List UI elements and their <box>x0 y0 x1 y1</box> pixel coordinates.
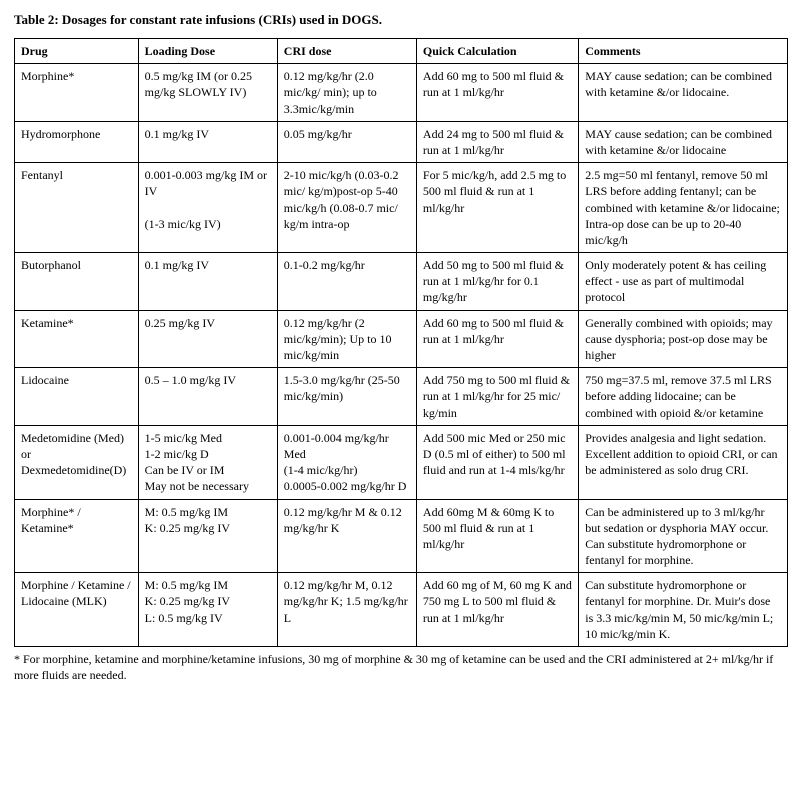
table-row: Medetomidine (Med) or Dexmedetomidine(D)… <box>15 425 788 499</box>
table-row: Morphine* / Ketamine*M: 0.5 mg/kg IM K: … <box>15 499 788 573</box>
cell-comments: Generally combined with opioids; may cau… <box>579 310 788 368</box>
col-loading: Loading Dose <box>138 39 277 64</box>
table-row: Butorphanol0.1 mg/kg IV0.1-0.2 mg/kg/hrA… <box>15 253 788 311</box>
col-cri: CRI dose <box>277 39 416 64</box>
cell-comments: MAY cause sedation; can be combined with… <box>579 64 788 122</box>
cell-cri: 0.12 mg/kg/hr (2.0 mic/kg/ min); up to 3… <box>277 64 416 122</box>
cell-loading: 0.1 mg/kg IV <box>138 253 277 311</box>
table-row: Morphine / Ketamine / Lidocaine (MLK)M: … <box>15 573 788 647</box>
cell-comments: 2.5 mg=50 ml fentanyl, remove 50 ml LRS … <box>579 163 788 253</box>
cell-loading: M: 0.5 mg/kg IM K: 0.25 mg/kg IV <box>138 499 277 573</box>
cell-quick: Add 60 mg to 500 ml fluid & run at 1 ml/… <box>416 64 578 122</box>
cell-quick: For 5 mic/kg/h, add 2.5 mg to 500 ml flu… <box>416 163 578 253</box>
table-title: Table 2: Dosages for constant rate infus… <box>14 12 788 28</box>
cell-loading: 0.1 mg/kg IV <box>138 121 277 162</box>
cell-loading: M: 0.5 mg/kg IM K: 0.25 mg/kg IV L: 0.5 … <box>138 573 277 647</box>
cell-quick: Add 60 mg to 500 ml fluid & run at 1 ml/… <box>416 310 578 368</box>
cell-loading: 0.25 mg/kg IV <box>138 310 277 368</box>
cell-cri: 0.12 mg/kg/hr (2 mic/kg/min); Up to 10 m… <box>277 310 416 368</box>
cell-quick: Add 24 mg to 500 ml fluid & run at 1 ml/… <box>416 121 578 162</box>
cell-cri: 0.001-0.004 mg/kg/hr Med (1-4 mic/kg/hr)… <box>277 425 416 499</box>
cell-drug: Morphine / Ketamine / Lidocaine (MLK) <box>15 573 139 647</box>
cell-drug: Morphine* <box>15 64 139 122</box>
cell-loading: 0.001-0.003 mg/kg IM or IV (1-3 mic/kg I… <box>138 163 277 253</box>
cell-comments: Can be administered up to 3 ml/kg/hr but… <box>579 499 788 573</box>
cell-drug: Butorphanol <box>15 253 139 311</box>
cell-loading: 1-5 mic/kg Med 1-2 mic/kg D Can be IV or… <box>138 425 277 499</box>
footnote: * For morphine, ketamine and morphine/ke… <box>14 651 788 683</box>
cell-drug: Ketamine* <box>15 310 139 368</box>
dosage-table: Drug Loading Dose CRI dose Quick Calcula… <box>14 38 788 647</box>
cell-drug: Fentanyl <box>15 163 139 253</box>
cell-cri: 0.1-0.2 mg/kg/hr <box>277 253 416 311</box>
cell-cri: 0.12 mg/kg/hr M, 0.12 mg/kg/hr K; 1.5 mg… <box>277 573 416 647</box>
cell-cri: 2-10 mic/kg/h (0.03-0.2 mic/ kg/m)post-o… <box>277 163 416 253</box>
cell-comments: MAY cause sedation; can be combined with… <box>579 121 788 162</box>
cell-drug: Lidocaine <box>15 368 139 426</box>
col-quick: Quick Calculation <box>416 39 578 64</box>
cell-drug: Morphine* / Ketamine* <box>15 499 139 573</box>
table-row: Ketamine*0.25 mg/kg IV0.12 mg/kg/hr (2 m… <box>15 310 788 368</box>
cell-quick: Add 500 mic Med or 250 mic D (0.5 ml of … <box>416 425 578 499</box>
cell-quick: Add 60 mg of M, 60 mg K and 750 mg L to … <box>416 573 578 647</box>
cell-comments: Provides analgesia and light sedation. E… <box>579 425 788 499</box>
cell-quick: Add 750 mg to 500 ml fluid & run at 1 ml… <box>416 368 578 426</box>
table-row: Hydromorphone0.1 mg/kg IV0.05 mg/kg/hrAd… <box>15 121 788 162</box>
cell-loading: 0.5 mg/kg IM (or 0.25 mg/kg SLOWLY IV) <box>138 64 277 122</box>
cell-cri: 0.05 mg/kg/hr <box>277 121 416 162</box>
cell-cri: 0.12 mg/kg/hr M & 0.12 mg/kg/hr K <box>277 499 416 573</box>
cell-comments: 750 mg=37.5 ml, remove 37.5 ml LRS befor… <box>579 368 788 426</box>
col-drug: Drug <box>15 39 139 64</box>
cell-comments: Can substitute hydromorphone or fentanyl… <box>579 573 788 647</box>
cell-quick: Add 60mg M & 60mg K to 500 ml fluid & ru… <box>416 499 578 573</box>
cell-drug: Medetomidine (Med) or Dexmedetomidine(D) <box>15 425 139 499</box>
cell-cri: 1.5-3.0 mg/kg/hr (25-50 mic/kg/min) <box>277 368 416 426</box>
cell-quick: Add 50 mg to 500 ml fluid & run at 1 ml/… <box>416 253 578 311</box>
cell-loading: 0.5 – 1.0 mg/kg IV <box>138 368 277 426</box>
table-row: Lidocaine0.5 – 1.0 mg/kg IV1.5-3.0 mg/kg… <box>15 368 788 426</box>
cell-drug: Hydromorphone <box>15 121 139 162</box>
cell-comments: Only moderately potent & has ceiling eff… <box>579 253 788 311</box>
header-row: Drug Loading Dose CRI dose Quick Calcula… <box>15 39 788 64</box>
col-comments: Comments <box>579 39 788 64</box>
table-row: Fentanyl0.001-0.003 mg/kg IM or IV (1-3 … <box>15 163 788 253</box>
table-row: Morphine*0.5 mg/kg IM (or 0.25 mg/kg SLO… <box>15 64 788 122</box>
